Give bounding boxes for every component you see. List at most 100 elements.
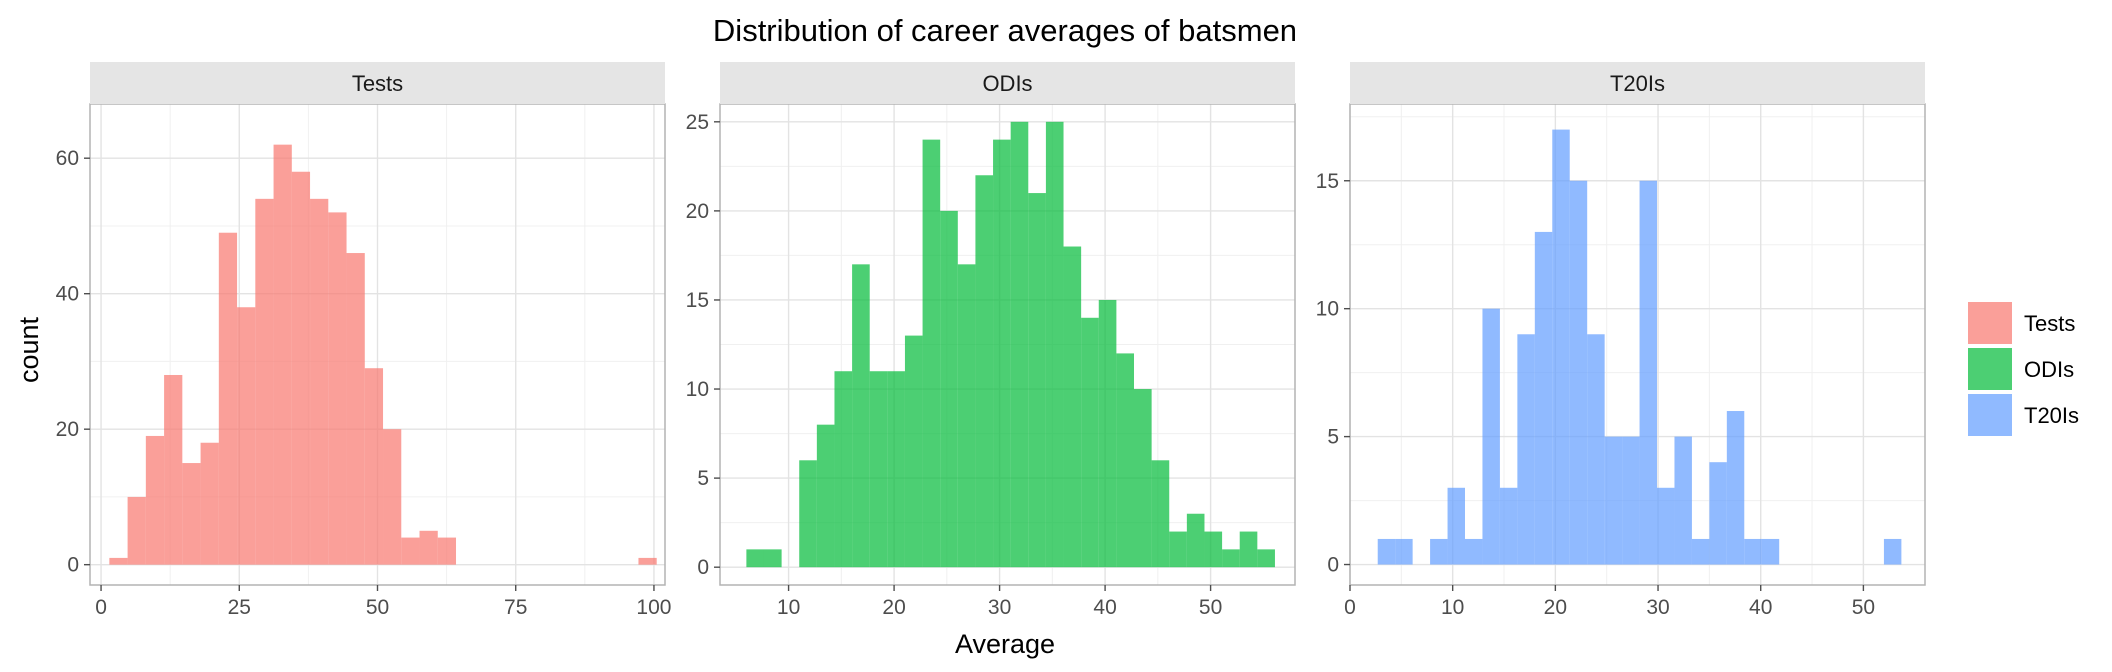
histogram-bar [1239,531,1258,568]
histogram-bar [182,463,201,565]
histogram-bar [218,232,238,565]
facet-strip [720,62,1295,104]
legend-item-tests: Tests [1968,302,2075,344]
histogram-bar [746,549,764,568]
facet-strip [90,62,665,104]
x-tick-label: 30 [988,596,1011,619]
histogram-bar [1465,538,1483,565]
x-tick-label: 10 [1441,596,1464,619]
x-tick-label: 40 [1749,596,1772,619]
chart-title: Distribution of career averages of batsm… [713,13,1297,48]
x-tick-label: 20 [1544,596,1567,619]
histogram-bar [1674,436,1692,565]
histogram-bar [1552,129,1570,565]
legend: Tests ODIs T20Is [1968,302,2079,436]
histogram-bar [1134,389,1152,568]
y-tick-label: 15 [686,289,709,312]
histogram-bar [1883,538,1902,565]
histogram-bar [1257,549,1275,568]
legend-key [1968,394,2012,436]
histogram-bar [1010,121,1029,568]
histogram-bar [852,264,870,568]
histogram-bar [1395,538,1413,565]
histogram-bar [1045,121,1064,568]
histogram-bar [1169,531,1187,568]
histogram-bar [975,175,994,568]
histogram-bar [957,264,976,568]
legend-key [1968,302,2012,344]
histogram-bar [1761,538,1780,565]
histogram-bar [904,335,923,568]
histogram-bar [1499,487,1518,565]
x-tick-label: 75 [504,596,527,619]
histogram-bar [273,144,292,565]
x-tick-label: 50 [366,596,389,619]
histogram-bar [127,496,146,565]
y-tick-label: 20 [686,200,709,223]
x-tick-label: 20 [882,596,905,619]
histogram-bar [237,307,256,565]
y-tick-label: 0 [697,556,709,579]
histogram-bar [328,212,347,565]
facet-strip [1350,62,1925,104]
x-tick-label: 100 [636,596,671,619]
legend-item-t20is: T20Is [1968,394,2079,436]
histogram-bar [834,371,853,568]
histogram-bar [1377,538,1396,565]
legend-key [1968,348,2012,390]
facet-strip-label: ODIs [982,71,1032,96]
histogram-bar [419,530,438,565]
legend-label: T20Is [2024,403,2079,428]
histogram-bar [1098,299,1117,568]
y-tick-label: 15 [1316,170,1339,193]
histogram-bar [164,374,183,565]
y-tick-label: 5 [1327,426,1339,449]
histogram-bar [1517,334,1535,565]
histogram-bar [799,460,817,568]
histogram-bar [1587,334,1605,565]
histogram-bar [1081,317,1099,568]
y-tick-label: 5 [697,467,709,490]
histogram-bar [1709,462,1727,565]
legend-item-odis: ODIs [1968,348,2074,390]
x-tick-label: 0 [1344,596,1356,619]
y-tick-label: 10 [1316,298,1339,321]
histogram-bar [1569,180,1588,565]
histogram-bar [1639,180,1658,565]
panel-tests: Tests 0 25 50 75 100 0 20 40 60 [56,62,671,619]
histogram-bar [993,139,1011,568]
histogram-bar [1063,246,1082,568]
histogram-bar [1657,487,1675,565]
histogram-bar [1028,193,1046,568]
histogram-bar [816,424,835,568]
x-tick-label: 50 [1199,596,1222,619]
x-tick-label: 25 [228,596,251,619]
histogram-bar [1691,538,1710,565]
y-tick-label: 40 [56,283,79,306]
histogram-bar [346,253,365,565]
histogram-bar [1726,411,1745,565]
facet-strip-label: Tests [352,71,403,96]
y-tick-label: 10 [686,378,709,401]
panel-t20is: T20Is 0 10 20 30 40 50 0 5 10 15 [1316,62,1926,619]
histogram-bar [1534,231,1553,565]
histogram-bar [1430,538,1448,565]
histogram-bar [364,368,384,565]
y-axis-title: count [14,316,44,383]
histogram-bar [291,171,311,565]
histogram-bar [1116,353,1134,568]
x-tick-label: 30 [1646,596,1669,619]
histogram-bar [887,371,905,568]
histogram-bar [1622,436,1640,565]
y-tick-label: 20 [56,418,79,441]
facet-strip-label: T20Is [1610,71,1665,96]
x-tick-label: 40 [1093,596,1116,619]
x-tick-label: 10 [777,596,800,619]
histogram-bar [922,139,941,568]
legend-label: Tests [2024,311,2075,336]
histogram-bar [940,210,958,568]
histogram-bar [763,549,782,568]
x-tick-label: 0 [95,596,107,619]
